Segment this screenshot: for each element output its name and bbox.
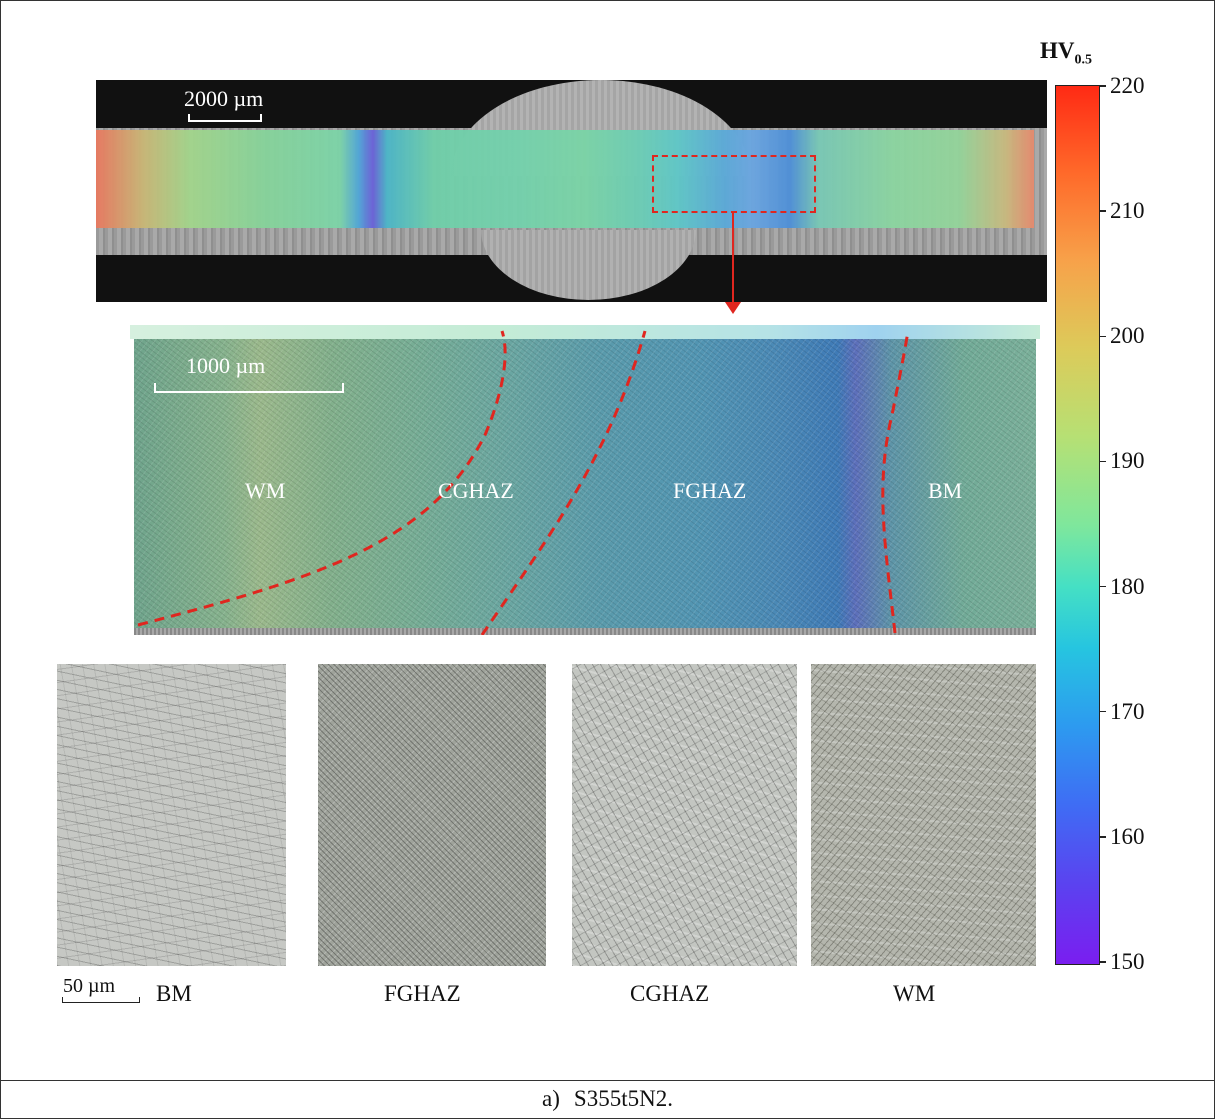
zoom-texture xyxy=(134,339,1036,628)
colorbar-tick-mark xyxy=(1099,210,1106,212)
macro-scale-label: 2000 µm xyxy=(184,86,264,111)
zone-label-bm: BM xyxy=(928,478,963,503)
zone-label-wm: WM xyxy=(245,478,286,503)
colorbar-tick-mark xyxy=(1099,85,1106,87)
macro-scale-bar xyxy=(188,114,262,122)
zone-label-cghaz: CGHAZ xyxy=(438,478,514,503)
micrograph-label-cghaz: CGHAZ xyxy=(630,981,710,1006)
colorbar-title: HV0.5 xyxy=(1040,38,1092,69)
colorbar-tick-label: 220 xyxy=(1110,73,1145,98)
caption-divider xyxy=(1,1080,1214,1081)
colorbar-tick-label: 180 xyxy=(1110,573,1145,599)
colorbar xyxy=(1055,85,1100,965)
micrograph-scale-bar xyxy=(62,997,140,1003)
zone-boundaries xyxy=(137,330,910,635)
colorbar-tick-mark xyxy=(1099,335,1106,338)
boundary-cghaz-fghaz xyxy=(480,330,647,635)
colorbar-tick-label: 160 xyxy=(1110,823,1145,849)
micrograph-bm xyxy=(57,664,286,966)
micrograph-fghaz xyxy=(318,664,546,966)
zoom-micrograph xyxy=(134,339,1036,628)
micrograph-label-fghaz: FGHAZ xyxy=(384,981,461,1006)
colorbar-title-main: HV xyxy=(1040,38,1075,63)
colorbar-tick-mark xyxy=(1099,460,1106,463)
zoom-top-strip xyxy=(130,325,1040,339)
boundary-fghaz-bm xyxy=(881,330,910,634)
colorbar-tick-label: 190 xyxy=(1110,448,1145,474)
micrograph-scale-label: 50 µm xyxy=(63,975,116,997)
micrograph-label-wm: WM xyxy=(893,981,936,1006)
colorbar-tick-mark xyxy=(1099,961,1106,963)
micrograph-label-bm: BM xyxy=(156,981,192,1006)
zone-label-fghaz: FGHAZ xyxy=(673,478,747,503)
zoom-scale-label: 1000 µm xyxy=(186,353,266,378)
zoomed-hardness-map: 1000 µm WM CGHAZ FGHAZ BM xyxy=(130,325,1040,635)
caption-label: a) xyxy=(542,1086,560,1111)
colorbar-tick-label: 170 xyxy=(1110,698,1145,724)
colorbar-tick-label: 150 xyxy=(1110,949,1145,974)
colorbar-tick-mark xyxy=(1099,710,1106,713)
boundary-wm-cghaz xyxy=(137,330,507,627)
hardness-map-overlay xyxy=(96,130,1034,228)
colorbar-tick-label: 200 xyxy=(1110,323,1145,349)
colorbar-tick-mark xyxy=(1099,836,1106,838)
colorbar-title-subscript: 0.5 xyxy=(1074,52,1093,68)
zoom-bottom-edge xyxy=(134,628,1036,635)
zoom-region-box xyxy=(652,155,816,213)
figure-caption: a) S355t5N2. xyxy=(0,1082,1215,1118)
zoom-arrow-head-icon xyxy=(725,302,741,314)
micrograph-wm xyxy=(811,664,1036,966)
zoom-scale-bar xyxy=(154,383,344,393)
micrograph-cghaz xyxy=(572,664,797,966)
caption-text: S355t5N2. xyxy=(573,1086,673,1111)
colorbar-tick-label: 210 xyxy=(1110,198,1145,224)
macro-cross-section: 2000 µm xyxy=(96,80,1047,314)
zoom-arrow xyxy=(732,211,734,306)
colorbar-tick-mark xyxy=(1099,585,1106,588)
